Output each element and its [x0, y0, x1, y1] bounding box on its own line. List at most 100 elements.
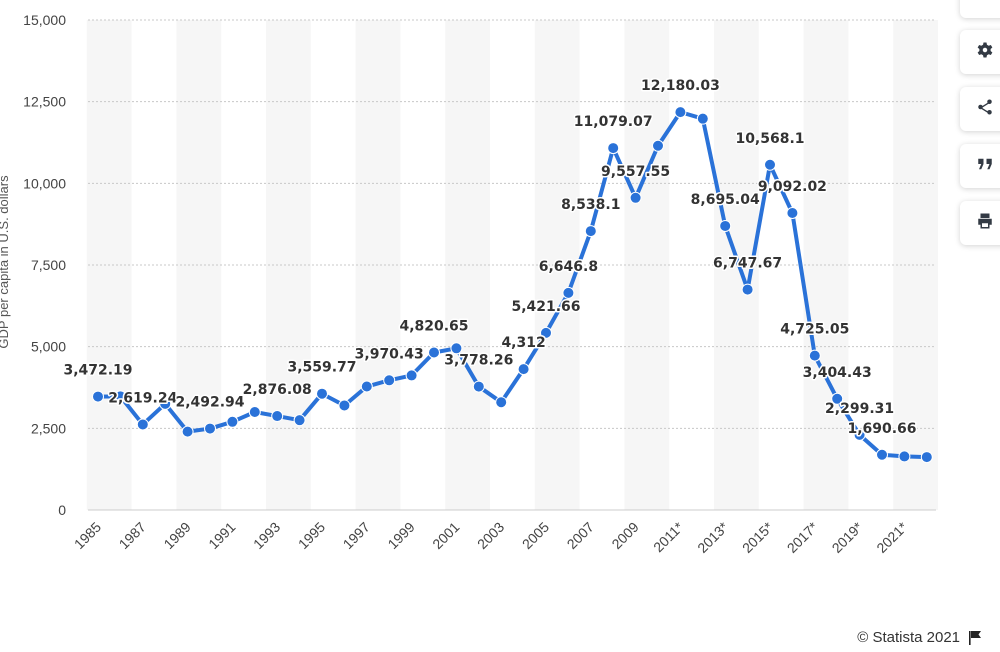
y-axis-ticks: 0 2,500 5,000 7,500 10,000 12,500 15,000 — [23, 12, 66, 518]
y-tick-label: 0 — [58, 502, 66, 518]
x-tick-label: 1991 — [205, 519, 238, 552]
data-point[interactable] — [226, 415, 239, 428]
data-label: 2,492.94 — [175, 395, 244, 411]
data-point[interactable] — [383, 374, 396, 387]
data-point[interactable] — [360, 380, 373, 393]
data-label: 4,312 — [501, 335, 545, 351]
x-tick-label: 2019* — [829, 518, 867, 556]
data-point[interactable] — [696, 112, 709, 125]
x-tick-label: 2015* — [739, 518, 777, 556]
data-point[interactable] — [517, 363, 530, 376]
data-label: 3,472.19 — [63, 363, 132, 379]
data-point[interactable] — [629, 191, 642, 204]
x-tick-label: 1993 — [250, 519, 283, 552]
gear-icon — [976, 41, 994, 64]
flag-icon[interactable] — [968, 630, 982, 646]
x-tick-label: 2021* — [873, 518, 911, 556]
data-point[interactable] — [584, 225, 597, 238]
share-icon — [976, 98, 994, 121]
data-label: 11,079.07 — [574, 114, 653, 130]
share-button[interactable] — [960, 87, 1000, 131]
x-tick-label: 2001 — [429, 519, 462, 552]
x-tick-label: 1985 — [71, 519, 104, 552]
data-label: 3,404.43 — [803, 365, 872, 381]
data-points — [92, 106, 933, 464]
data-point[interactable] — [293, 414, 306, 427]
data-point[interactable] — [674, 106, 687, 119]
x-tick-label: 2017* — [784, 518, 822, 556]
data-label: 6,747.67 — [713, 256, 782, 272]
settings-button[interactable] — [960, 30, 1000, 74]
data-point[interactable] — [316, 387, 328, 400]
data-point[interactable] — [876, 448, 888, 461]
data-point[interactable] — [114, 390, 127, 403]
data-labels: 3,472.19 2,619.242,492.942,876.08 3,559.77… — [62, 77, 918, 439]
data-label: 9,557.55 — [601, 164, 670, 180]
quote-icon — [976, 155, 994, 178]
data-point[interactable] — [428, 346, 440, 359]
y-axis-label: GDP per capita in U.S. dollars — [0, 175, 11, 349]
data-label: 10,568.1 — [735, 131, 804, 147]
y-tick-label: 2,500 — [31, 420, 66, 436]
x-axis-ticks: 1985 1987 1989 1991 1993 1995 1997 1999 2001 2003… — [71, 518, 911, 556]
data-point[interactable] — [495, 396, 508, 409]
data-point[interactable] — [719, 219, 732, 232]
y-tick-label: 15,000 — [23, 12, 66, 28]
x-tick-label: 2007 — [564, 519, 597, 552]
data-point[interactable] — [204, 422, 216, 435]
data-point[interactable] — [405, 369, 418, 382]
statista-credit: © Statista 2021 — [857, 629, 982, 646]
background-band — [176, 20, 222, 510]
data-point[interactable] — [92, 390, 104, 403]
data-point[interactable] — [808, 349, 821, 362]
y-tick-label: 10,000 — [23, 175, 66, 191]
data-label: 2,299.31 — [825, 401, 894, 417]
x-tick-label: 1999 — [384, 519, 417, 552]
y-tick-label: 5,000 — [31, 339, 66, 355]
data-point[interactable] — [540, 326, 552, 339]
data-point[interactable] — [248, 406, 261, 418]
data-point[interactable] — [831, 392, 844, 405]
print-button[interactable] — [960, 201, 1000, 245]
data-point[interactable] — [607, 142, 620, 155]
data-point[interactable] — [136, 418, 149, 431]
data-point[interactable] — [271, 410, 284, 423]
x-tick-label: 2009 — [608, 519, 641, 552]
x-tick-label: 2013* — [694, 518, 732, 556]
data-point[interactable] — [920, 451, 933, 464]
data-label: 4,725.05 — [780, 322, 849, 338]
x-tick-label: 2005 — [519, 519, 552, 552]
data-point[interactable] — [472, 380, 485, 393]
data-point[interactable] — [764, 158, 776, 171]
data-label: 9,092.02 — [758, 179, 827, 195]
data-point[interactable] — [786, 206, 799, 219]
data-point[interactable] — [853, 428, 866, 441]
chart-toolbar — [960, 0, 1000, 270]
data-label: 2,876.08 — [243, 382, 312, 398]
data-point[interactable] — [159, 397, 172, 410]
data-point[interactable] — [652, 139, 664, 152]
data-point[interactable] — [450, 342, 463, 355]
data-point[interactable] — [181, 425, 194, 438]
data-point[interactable] — [898, 450, 911, 463]
data-label: 3,970.43 — [355, 346, 424, 362]
credit-text: © Statista 2021 — [857, 629, 960, 646]
data-point[interactable] — [741, 283, 754, 296]
data-label: 3,559.77 — [287, 360, 356, 376]
y-tick-label: 12,500 — [23, 94, 66, 110]
x-tick-label: 2011* — [650, 518, 687, 555]
notification-button[interactable] — [960, 0, 1000, 18]
x-tick-label: 1997 — [340, 519, 373, 552]
cite-button[interactable] — [960, 144, 1000, 188]
data-label: 3,778.26 — [444, 353, 513, 369]
x-tick-label: 1989 — [160, 519, 193, 552]
bell-icon — [976, 0, 994, 8]
background-band — [445, 20, 490, 510]
gridlines — [88, 19, 936, 511]
x-tick-label: 1987 — [116, 519, 149, 552]
data-point[interactable] — [562, 286, 575, 299]
data-point[interactable] — [338, 399, 351, 412]
data-label: 5,421.66 — [511, 299, 580, 315]
data-label: 2,619.24 — [108, 390, 177, 406]
